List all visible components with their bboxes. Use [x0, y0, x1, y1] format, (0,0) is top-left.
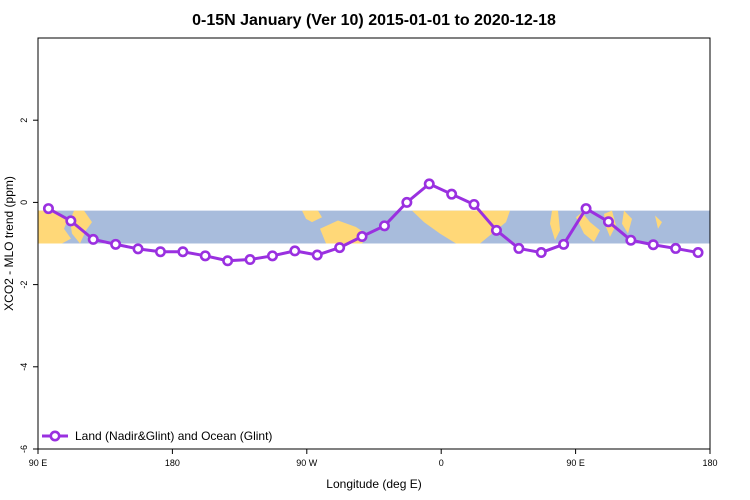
- legend: Land (Nadir&Glint) and Ocean (Glint): [42, 429, 272, 443]
- data-point: [490, 224, 502, 236]
- x-tick-label: 0: [439, 458, 444, 468]
- data-point: [110, 238, 122, 250]
- y-axis: -6 -4 -2 0 2: [19, 118, 38, 453]
- y-tick-label: -4: [19, 363, 29, 371]
- x-tick-label: 90 E: [29, 458, 48, 468]
- data-point: [446, 188, 458, 200]
- data-point: [670, 242, 682, 254]
- x-axis: 90 E 180 90 W 0 90 E 180: [29, 449, 718, 468]
- data-point: [266, 250, 278, 262]
- data-point: [222, 255, 234, 267]
- data-point: [42, 203, 54, 215]
- data-point: [289, 245, 301, 257]
- data-point: [602, 216, 614, 228]
- data-point: [311, 249, 323, 261]
- land-patch: [550, 210, 560, 241]
- data-point: [378, 220, 390, 232]
- land-patch: [320, 220, 368, 244]
- plot-frame: [37, 37, 711, 450]
- y-axis-label: XCO2 - MLO trend (ppm): [2, 176, 16, 311]
- series-layer: [42, 178, 704, 267]
- chart-title: 0-15N January (Ver 10) 2015-01-01 to 202…: [192, 12, 556, 29]
- data-point: [65, 215, 77, 227]
- data-point: [401, 196, 413, 208]
- x-tick-label: 90 E: [566, 458, 585, 468]
- y-tick-label: -6: [19, 445, 29, 453]
- data-point: [423, 178, 435, 190]
- land-patch: [38, 210, 71, 244]
- legend-label: Land (Nadir&Glint) and Ocean (Glint): [75, 429, 272, 443]
- data-point: [692, 247, 704, 259]
- x-tick-label: 180: [702, 458, 717, 468]
- data-point: [244, 254, 256, 266]
- x-tick-label: 180: [165, 458, 180, 468]
- legend-marker-swatch: [49, 430, 61, 442]
- data-point: [558, 238, 570, 250]
- data-point: [468, 198, 480, 210]
- data-point: [356, 231, 368, 243]
- data-point: [625, 234, 637, 246]
- land-patch: [655, 215, 662, 229]
- x-tick-label: 90 W: [296, 458, 318, 468]
- data-point: [580, 203, 592, 215]
- land-patch: [622, 210, 632, 234]
- data-point: [199, 250, 211, 262]
- y-tick-label: 0: [19, 200, 29, 205]
- x-axis-label: Longitude (deg E): [326, 477, 421, 491]
- data-point: [535, 247, 547, 259]
- data-point: [513, 242, 525, 254]
- y-tick-label: -2: [19, 281, 29, 289]
- data-point: [334, 242, 346, 254]
- data-point: [87, 233, 99, 245]
- data-point: [647, 239, 659, 251]
- y-tick-label: 2: [19, 118, 29, 123]
- data-point: [154, 246, 166, 258]
- data-point: [132, 243, 144, 255]
- land-patch: [576, 212, 600, 242]
- data-point: [177, 246, 189, 258]
- land-patch: [302, 210, 322, 223]
